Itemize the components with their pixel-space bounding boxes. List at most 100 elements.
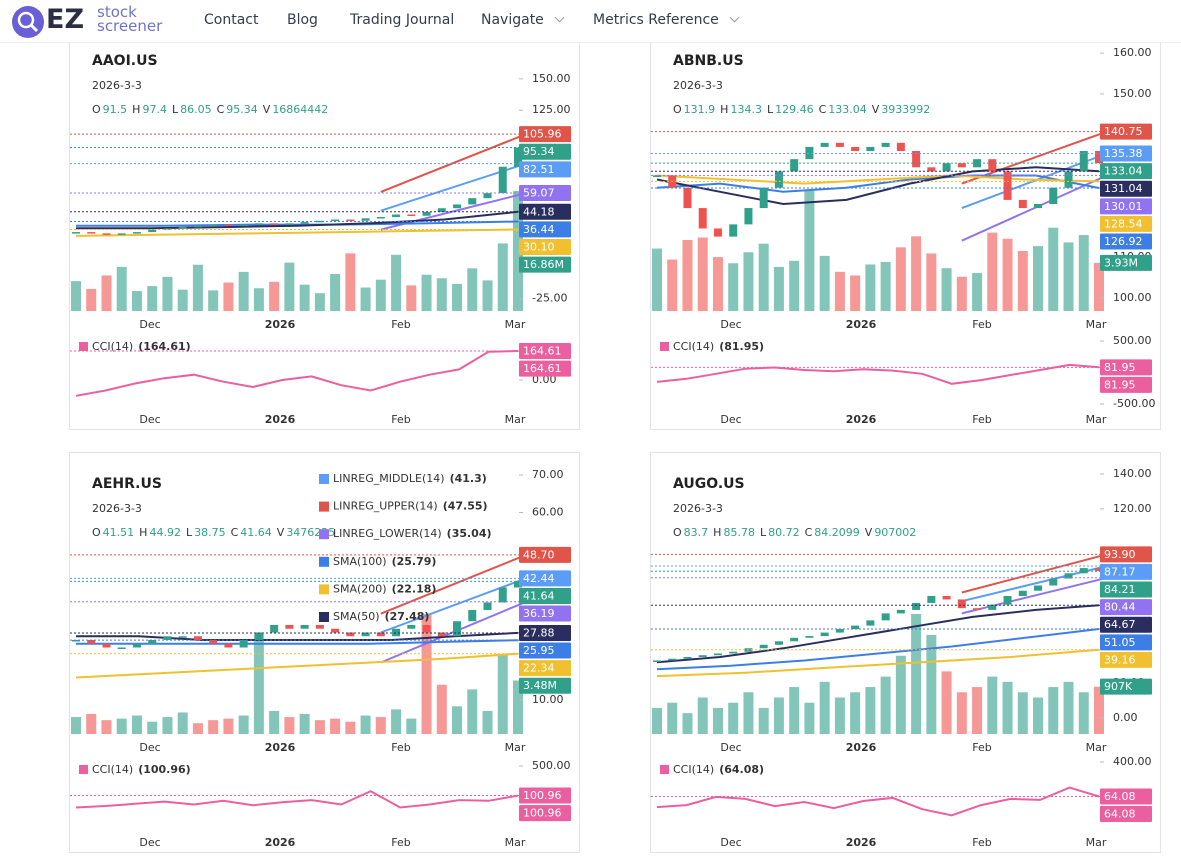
nav-dropdown[interactable]: Metrics Reference	[593, 12, 740, 28]
volume-bar	[162, 717, 173, 734]
volume-bar	[819, 681, 830, 734]
price-tag	[519, 126, 571, 143]
volume-bar	[926, 634, 937, 734]
candle	[254, 223, 263, 225]
nav-dropdown[interactable]: Navigate	[481, 12, 565, 28]
candle	[729, 224, 738, 237]
candle	[896, 142, 905, 152]
price-tag-label: 41.64	[523, 589, 555, 602]
price-tag	[1100, 563, 1152, 580]
volume-bar	[86, 288, 97, 311]
cci-tag	[519, 805, 571, 822]
logo-lens	[17, 11, 35, 29]
cci-swatch	[660, 342, 669, 351]
volume-tag-label: 907K	[1104, 680, 1133, 693]
candle	[331, 219, 340, 222]
volume-bar	[819, 255, 830, 311]
volume-bar	[269, 710, 280, 734]
chart-panel[interactable]: 70.00 60.00 10.00 48.70 42.44 41.64 36.19 27.88…	[69, 452, 580, 853]
volume-bar	[421, 274, 432, 311]
nav-link[interactable]: Trading Journal	[350, 12, 455, 28]
cci-tag-label: 81.95	[1104, 378, 1136, 391]
candle	[453, 621, 462, 637]
volume-tag-label: 3.93M	[1104, 256, 1138, 269]
price-tag-label: 36.44	[523, 223, 555, 236]
volume-bar	[71, 281, 81, 311]
candle	[148, 229, 157, 233]
cci-tag-label: 164.61	[523, 344, 562, 357]
logo-icon[interactable]	[8, 2, 48, 42]
candle	[285, 624, 294, 629]
candle	[973, 608, 982, 610]
chart-panel[interactable]: 140.00120.0020.000.0093.9087.1784.2180.4…	[650, 452, 1161, 853]
candle	[912, 602, 921, 610]
candle	[483, 193, 492, 199]
cci-tag-label: 164.61	[523, 362, 562, 375]
price-tag	[519, 143, 571, 160]
volume-bar	[482, 710, 493, 734]
candle	[668, 658, 677, 661]
ohlcv-key: C	[231, 526, 239, 539]
logo-top[interactable]: stock	[97, 3, 137, 21]
volume-bar	[406, 285, 417, 311]
ohlcv-key: C	[819, 103, 827, 116]
x-tick-label: Mar	[1086, 836, 1107, 849]
candle	[132, 232, 141, 234]
volume-bar	[436, 278, 447, 311]
chart-date: 2026-3-3	[92, 79, 142, 92]
price-tag	[1100, 233, 1152, 250]
nav-link[interactable]: Contact	[204, 12, 259, 28]
chart-panel[interactable]: 160.00150.00110.00100.00140.75135.38133.…	[650, 29, 1161, 430]
volume-bar	[299, 714, 310, 734]
nav-link[interactable]: Navigate	[481, 12, 544, 28]
cci-tag-label: 64.08	[1104, 808, 1136, 821]
ohlcv-key: O	[92, 103, 101, 116]
legend-value: (25.79)	[392, 555, 437, 568]
candle	[790, 159, 799, 172]
indicator-line	[380, 577, 527, 634]
candle	[224, 224, 233, 227]
price-tag-label: 87.17	[1104, 565, 1136, 578]
volume-bar	[941, 671, 952, 734]
candle	[759, 644, 768, 649]
ohlcv-value: 41.64	[240, 526, 272, 539]
volume-bar	[1017, 692, 1028, 734]
ohlcv: O 83.7 H 85.78 L 80.72 C 84.2099 V 907002	[673, 526, 916, 539]
ohlcv-key: L	[767, 103, 774, 116]
indicator-line	[75, 652, 519, 679]
x-tick-label: Mar	[505, 836, 526, 849]
symbol-title: AUGO.US	[673, 476, 745, 492]
candle	[927, 595, 936, 603]
volume-bar	[697, 237, 708, 311]
ohlcv-value: 131.9	[684, 103, 716, 116]
nav-link[interactable]: Metrics Reference	[593, 12, 719, 28]
price-tag-label: 126.92	[1104, 235, 1143, 248]
volume-bar	[972, 273, 983, 311]
volume-bar	[299, 284, 310, 311]
price-tag	[1100, 198, 1152, 215]
chart-panel[interactable]: 150.00 125.00 -25.00 105.96 95.34 82.51 59.07 4…	[69, 29, 580, 430]
x-tick-label: Dec	[139, 836, 160, 849]
logo-mark[interactable]: EZ	[46, 4, 85, 35]
candle	[729, 651, 738, 654]
nav-link[interactable]: Blog	[287, 12, 318, 28]
logo-bottom[interactable]: screener	[97, 17, 163, 35]
price-tag	[519, 587, 571, 604]
legend-swatch	[319, 612, 329, 622]
volume-bar	[513, 191, 523, 311]
candle	[698, 655, 707, 657]
cci-swatch	[660, 765, 669, 774]
volume-bar	[1078, 235, 1089, 311]
cci-legend: CCI(14) (64.08)	[673, 763, 764, 776]
candle	[820, 632, 829, 637]
price-tag-label: 51.05	[1104, 636, 1136, 649]
candle	[453, 204, 462, 209]
price-tag-label: 93.90	[1104, 548, 1136, 561]
candle	[835, 142, 844, 147]
volume-bar	[1002, 681, 1013, 734]
candle	[805, 636, 814, 638]
x-tick-label: Feb	[972, 741, 991, 754]
candle	[1049, 187, 1058, 204]
volume-bar	[697, 697, 708, 734]
indicator-line	[656, 166, 1100, 206]
